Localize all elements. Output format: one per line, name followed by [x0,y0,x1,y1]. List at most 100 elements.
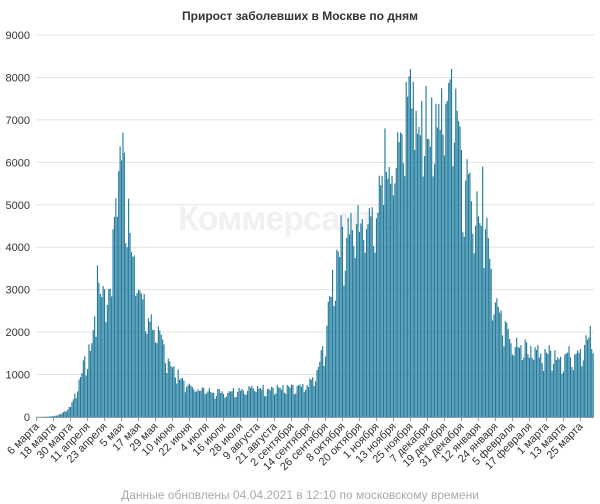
bar [390,183,392,417]
bar [472,233,474,417]
bar [585,335,587,417]
bar [239,390,242,417]
bar [281,389,283,417]
bar [303,391,305,417]
bar [487,238,489,417]
bar [139,290,141,417]
bar [334,300,336,417]
bar [86,369,89,417]
bar [187,384,189,417]
bar [204,394,206,417]
bar [436,127,438,417]
bar [356,224,358,417]
bar [208,388,210,417]
bar [473,253,475,417]
bar [401,133,403,417]
bar [123,152,125,417]
bar [237,391,239,417]
bar [245,394,247,417]
bar [112,229,114,417]
bar [528,357,530,417]
bar [198,391,200,417]
bar [380,185,382,417]
bar [565,353,567,417]
bar [395,167,397,417]
bar [375,218,378,417]
bar [341,226,344,417]
bar [343,285,345,417]
bar [213,392,215,417]
bar [489,258,491,417]
bar [459,126,461,418]
bar [215,396,217,417]
bar [286,384,288,417]
bar [242,390,244,417]
bar [177,369,179,417]
bar [554,350,556,417]
bar [411,108,413,418]
bar [167,358,169,417]
y-tick-label: 9000 [6,30,30,42]
bar [422,176,424,417]
bar [330,296,332,417]
bar [360,223,362,417]
bar [567,352,569,417]
bar [391,175,393,417]
bar [439,130,441,417]
bar [579,348,581,417]
bar [75,398,77,417]
bar [443,155,446,418]
bar [52,416,55,417]
bar [288,386,290,417]
bar [521,360,523,417]
bar [312,377,314,417]
bar [67,409,69,417]
bar [351,230,353,417]
bar [295,393,297,417]
bar [220,393,222,417]
bar [164,363,167,417]
bar [545,352,547,417]
bar [249,387,251,417]
bar [163,344,165,417]
bar [130,252,133,417]
bar [324,356,327,417]
bar [143,294,145,417]
bar [296,385,298,417]
bar [571,366,573,417]
bar [103,289,106,417]
bar [381,175,383,417]
bar [190,385,192,417]
bar [256,386,259,417]
bar [465,180,467,417]
bar [142,299,144,417]
bar [113,216,116,417]
bar [50,416,52,417]
bar [128,198,130,417]
bar [578,352,580,417]
bar [513,355,515,417]
bar [516,337,518,417]
bar [94,316,96,417]
bar [106,304,108,417]
bar [108,288,110,417]
bar [569,357,572,417]
bar [174,377,176,417]
bar [261,389,263,417]
bar [493,314,495,417]
bar [273,394,276,417]
bar [449,79,451,417]
bar [152,329,154,417]
bar [282,384,284,417]
bar [179,379,181,417]
bar [421,101,423,417]
bar [122,132,124,417]
bar [409,69,412,417]
bar [319,361,321,417]
bar [186,386,188,417]
bar [392,195,395,417]
bar [265,396,267,417]
bar [102,285,104,417]
bar [162,339,164,417]
bar [458,121,460,417]
